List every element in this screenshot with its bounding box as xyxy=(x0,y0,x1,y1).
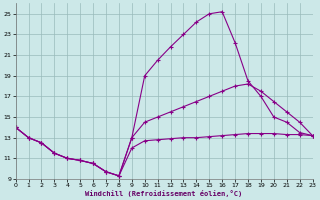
X-axis label: Windchill (Refroidissement éolien,°C): Windchill (Refroidissement éolien,°C) xyxy=(85,190,243,197)
